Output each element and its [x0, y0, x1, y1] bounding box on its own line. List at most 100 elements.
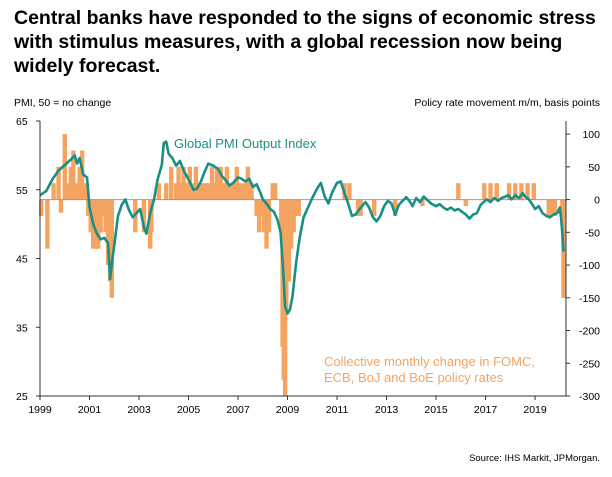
rate-bar [156, 183, 161, 200]
rate-bar [56, 166, 61, 200]
rate-bar [193, 166, 199, 200]
rate-bar [488, 183, 493, 200]
rate-bar [273, 183, 278, 200]
rate-bar [249, 183, 254, 200]
left-axis-label: PMI, 50 = no change [14, 97, 111, 109]
rate-bar [109, 199, 114, 298]
rate-bar [513, 183, 518, 200]
rate-bar [181, 166, 186, 200]
left-tick-label: 35 [16, 322, 28, 334]
right-axis-label: Policy rate movement m/m, basis points [414, 97, 600, 109]
right-tick-label: -300 [579, 391, 600, 403]
rate-bar [494, 183, 499, 200]
rate-bar [203, 183, 208, 200]
rate-bar [173, 183, 179, 200]
right-tick-label: -100 [579, 260, 600, 272]
rate-bar [73, 183, 79, 200]
right-tick-label: -200 [579, 326, 600, 338]
rates-series-label-line-2: ECB, BoJ and BoE policy rates [324, 370, 504, 385]
rate-bar [45, 199, 50, 249]
rate-bar [164, 183, 169, 200]
x-tick-label: 2017 [474, 404, 498, 416]
headline: Central banks have responded to the sign… [14, 7, 596, 77]
x-tick-label: 2009 [276, 404, 300, 416]
rate-bar [519, 183, 524, 200]
rate-bar [259, 199, 264, 216]
rate-bar [214, 166, 220, 200]
rate-bar [254, 199, 259, 216]
rate-bar [531, 183, 536, 200]
rate-bar [71, 150, 76, 200]
rate-bar [372, 199, 377, 216]
rate-bar [420, 199, 425, 207]
rate-bar [525, 183, 530, 200]
pmi-series-label: Global PMI Output Index [174, 136, 317, 151]
right-tick-label: 100 [582, 129, 600, 141]
x-tick-label: 2019 [523, 404, 547, 416]
rate-bar [228, 183, 233, 200]
rate-bar [199, 183, 205, 200]
pmi-line [39, 140, 565, 315]
rate-bar [39, 199, 44, 216]
rate-bar [546, 199, 551, 216]
rate-bar [242, 183, 247, 200]
left-tick-label: 65 [16, 116, 28, 128]
rate-bar [209, 166, 215, 200]
axes: 25 35 45 55 65 -300 -250 -200 -150 -100 -50 0 50 100 1… [16, 116, 600, 416]
rate-bar [393, 199, 398, 216]
rate-bar [196, 183, 201, 200]
rate-bar [169, 166, 174, 200]
rate-bar [93, 199, 98, 249]
rate-bar [58, 199, 64, 213]
x-tick-label: 1999 [28, 404, 52, 416]
x-tick-label: 2007 [226, 404, 250, 416]
rate-bar [86, 199, 91, 216]
rate-bar [291, 199, 296, 233]
rate-bar [77, 166, 82, 200]
rate-bar [256, 199, 262, 233]
rate-bar [141, 199, 147, 233]
rate-bar [284, 199, 289, 315]
rate-bar [98, 199, 103, 233]
right-tick-label: -50 [585, 227, 600, 239]
rate-bar [176, 166, 181, 200]
left-tick-label: 25 [16, 391, 28, 403]
left-tick-label: 45 [16, 254, 28, 266]
rate-bar [463, 199, 468, 207]
right-tick-label: -250 [579, 358, 600, 370]
rate-bar [238, 183, 243, 200]
rate-bar [355, 199, 361, 216]
rate-bar [65, 183, 70, 200]
x-tick-label: 2011 [326, 404, 349, 416]
right-tick-label: 0 [594, 195, 600, 207]
rate-bar [506, 183, 512, 200]
rate-bar [149, 199, 154, 233]
rate-bar [222, 183, 227, 200]
rate-bar [264, 199, 269, 249]
source-note: Source: IHS Markit, JPMorgan. [469, 453, 600, 464]
rate-bar [266, 199, 272, 233]
rate-bar [296, 199, 301, 216]
rate-bar [289, 199, 294, 249]
rate-bar [51, 183, 56, 200]
x-tick-label: 2005 [177, 404, 201, 416]
rate-bar [96, 199, 101, 249]
left-tick-label: 55 [16, 185, 28, 197]
rate-bar [347, 183, 352, 200]
x-tick-label: 2015 [424, 404, 448, 416]
rate-bar [270, 183, 275, 200]
right-tick-label: -150 [579, 293, 600, 305]
rate-bar [230, 183, 236, 200]
x-tick-label: 2001 [78, 404, 102, 416]
rate-bar [68, 166, 74, 200]
rate-bar [100, 199, 106, 216]
rate-bar [212, 183, 217, 200]
rate-bar [190, 183, 195, 200]
rates-series-label-line-1: Collective monthly change in FOMC, [324, 354, 535, 369]
x-tick-label: 2013 [375, 404, 399, 416]
right-tick-label: 50 [588, 162, 600, 174]
rate-bar [286, 199, 291, 282]
rate-bar [261, 199, 267, 233]
rate-bar [294, 199, 299, 216]
